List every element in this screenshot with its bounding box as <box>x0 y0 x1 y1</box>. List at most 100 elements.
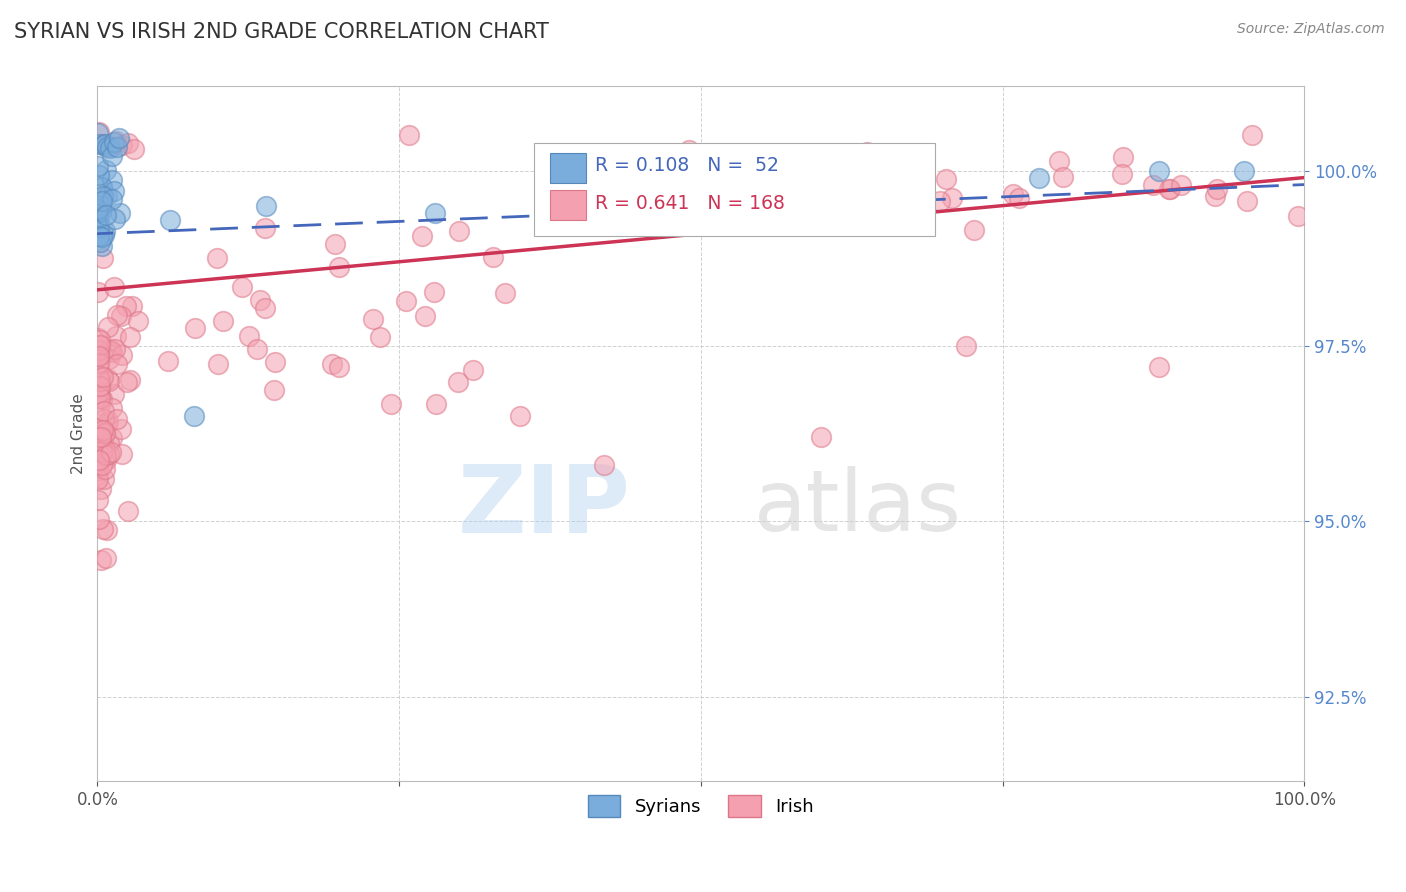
Point <box>87 453 110 467</box>
Text: SYRIAN VS IRISH 2ND GRADE CORRELATION CHART: SYRIAN VS IRISH 2ND GRADE CORRELATION CH… <box>14 22 548 42</box>
Point <box>94 461 117 475</box>
Point <box>89 454 111 468</box>
Point <box>231 280 253 294</box>
Point <box>87 211 110 225</box>
Point <box>89 211 111 226</box>
Point <box>89 375 111 389</box>
Point <box>461 363 484 377</box>
Point <box>97 372 120 386</box>
Point <box>89 379 111 393</box>
Point <box>929 194 952 208</box>
Point <box>90 180 112 194</box>
Point <box>89 338 111 352</box>
Point <box>955 339 977 353</box>
Point <box>868 174 890 188</box>
Point <box>91 138 114 153</box>
Point <box>115 299 138 313</box>
Point <box>380 397 402 411</box>
Point <box>1159 182 1181 196</box>
Point <box>90 368 112 382</box>
Point <box>89 338 111 352</box>
Point <box>905 195 928 210</box>
Point <box>90 347 112 361</box>
Point <box>423 285 446 300</box>
Point <box>117 504 139 518</box>
Point <box>93 412 115 426</box>
Point <box>87 443 110 458</box>
Point <box>963 222 986 236</box>
Point <box>1047 153 1070 168</box>
Point <box>813 162 835 177</box>
Point <box>328 260 350 274</box>
Point <box>105 329 128 343</box>
Point <box>110 447 132 461</box>
Point <box>1002 187 1025 202</box>
Point <box>90 194 112 208</box>
Point <box>205 251 228 265</box>
Point <box>101 344 124 359</box>
Point <box>254 301 277 315</box>
Point <box>184 320 207 334</box>
Point <box>90 482 112 496</box>
Point <box>87 467 110 482</box>
Point <box>87 370 110 384</box>
Point <box>97 351 120 366</box>
Point <box>117 136 139 151</box>
Point <box>509 409 531 424</box>
Point <box>87 431 110 445</box>
Point <box>1142 178 1164 192</box>
Point <box>87 386 110 401</box>
Point <box>93 438 115 452</box>
Point <box>108 130 131 145</box>
Point <box>91 370 114 384</box>
Point <box>96 189 118 203</box>
Point <box>1149 163 1171 178</box>
Text: atlas: atlas <box>754 466 962 549</box>
Point <box>127 314 149 328</box>
Point <box>89 137 111 152</box>
Point <box>97 320 120 334</box>
Point <box>94 443 117 458</box>
Point <box>482 250 505 264</box>
Point <box>87 458 110 472</box>
Point <box>100 401 122 415</box>
Point <box>90 204 112 219</box>
Point <box>91 423 114 437</box>
Point <box>395 293 418 308</box>
Point <box>1008 191 1031 205</box>
Point <box>118 373 141 387</box>
Point <box>91 458 114 472</box>
Point <box>593 192 616 206</box>
Point <box>425 205 447 219</box>
Point <box>97 374 120 388</box>
Point <box>94 224 117 238</box>
Point <box>772 201 794 215</box>
Point <box>96 163 118 178</box>
Point <box>87 168 110 182</box>
Point <box>1206 181 1229 195</box>
Point <box>90 179 112 194</box>
Point <box>98 139 121 153</box>
Point <box>245 342 267 356</box>
Point <box>93 227 115 242</box>
Point <box>87 331 110 345</box>
Point <box>87 348 110 362</box>
Point <box>96 453 118 467</box>
Point <box>254 220 277 235</box>
Point <box>89 398 111 412</box>
Point <box>101 149 124 163</box>
Text: Source: ZipAtlas.com: Source: ZipAtlas.com <box>1237 22 1385 37</box>
Point <box>91 392 114 406</box>
Point <box>110 206 132 220</box>
Point <box>110 422 132 436</box>
Point <box>238 329 260 343</box>
Point <box>89 380 111 394</box>
Point <box>87 206 110 220</box>
Point <box>769 169 792 184</box>
Point <box>650 157 672 171</box>
Point <box>91 188 114 202</box>
Point <box>263 354 285 368</box>
Point <box>90 444 112 458</box>
Point <box>100 344 122 359</box>
Point <box>1233 163 1256 178</box>
